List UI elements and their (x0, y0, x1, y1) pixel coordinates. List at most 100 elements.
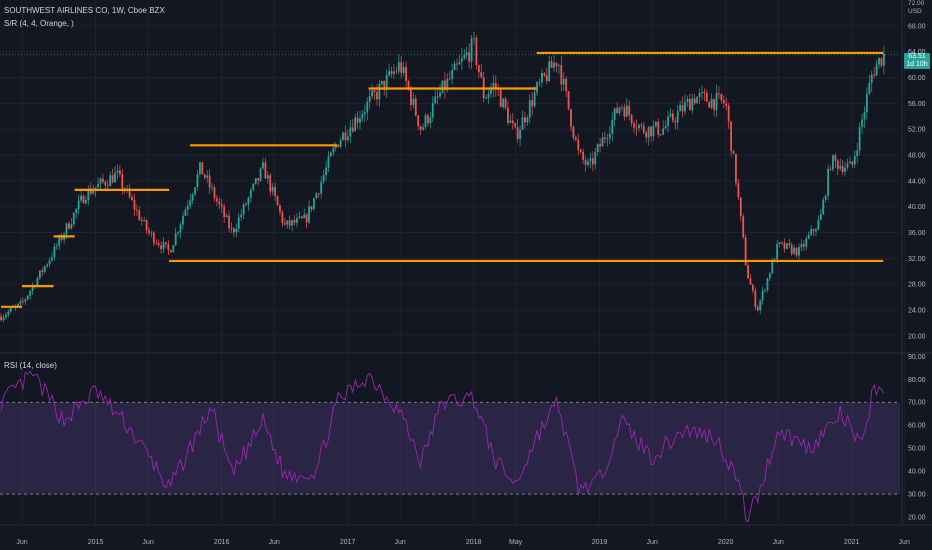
symbol-title: SOUTHWEST AIRLINES CO, 1W, Cboe BZX (4, 6, 165, 15)
candle-body (548, 61, 551, 82)
candle-body (441, 80, 444, 93)
candle-body (31, 285, 34, 291)
candle-body (7, 311, 10, 315)
candle-body (5, 314, 7, 318)
candle-body (865, 93, 868, 113)
candle-body (657, 121, 660, 135)
candle-body (2, 317, 5, 321)
candle-body (417, 115, 420, 127)
candle-body (725, 103, 728, 106)
candle-body (526, 117, 529, 123)
candle-body (232, 228, 235, 233)
candle-body (368, 96, 371, 102)
candle-body (494, 83, 497, 88)
candle-body (218, 201, 221, 205)
candle-body (296, 217, 298, 223)
candle-body (591, 158, 594, 165)
candle-body (705, 92, 708, 102)
rsi-tick-label: 50.00 (908, 446, 926, 453)
candle-body (836, 160, 839, 169)
candle-body (815, 229, 817, 232)
candle-body (257, 178, 260, 181)
candle-body (327, 156, 330, 168)
candle-body (366, 101, 369, 113)
candle-body (827, 168, 829, 196)
candle-body (880, 57, 883, 66)
candle-body (206, 175, 209, 178)
candle-body (550, 61, 553, 68)
x-tick-label: Jun (16, 539, 27, 546)
candle-body (832, 155, 834, 170)
candle-body (274, 186, 277, 197)
candle-body (601, 137, 604, 147)
price-tick-label: 64.00 (908, 49, 926, 56)
candle-body (237, 217, 240, 229)
candle-body (378, 84, 381, 100)
rsi-band-fill (0, 402, 900, 495)
candle-body (727, 105, 730, 122)
price-tick-label: 48.00 (908, 153, 926, 160)
x-tick-label: May (509, 539, 523, 546)
candle-body (443, 80, 446, 91)
candle-body (633, 123, 635, 128)
candle-body (36, 278, 39, 287)
candle-body (531, 100, 534, 107)
candle-body (21, 301, 24, 302)
candle-body (371, 90, 374, 97)
candle-body (713, 99, 716, 110)
x-tick-label: 2018 (466, 539, 482, 546)
candle-body (565, 78, 568, 92)
candle-body (621, 107, 623, 109)
candle-body (422, 127, 424, 130)
candle-body (599, 144, 602, 147)
candle-body (65, 223, 68, 235)
candle-body (521, 117, 524, 130)
rsi-tick-label: 80.00 (908, 377, 926, 384)
candle-body (276, 196, 279, 206)
rsi-label[interactable]: RSI (14, close) (4, 361, 57, 370)
candle-body (604, 137, 606, 139)
x-tick-label: 2021 (844, 539, 860, 546)
candle-body (344, 132, 347, 141)
candle-body (858, 126, 861, 151)
candle-body (182, 215, 184, 225)
candle-body (51, 257, 53, 261)
candle-body (186, 205, 189, 210)
candle-body (572, 126, 575, 138)
candle-body (128, 188, 131, 197)
candle-body (613, 108, 616, 120)
current-price-countdown: 1d 10h (906, 61, 928, 68)
x-tick-label: 2016 (214, 539, 230, 546)
candle-body (38, 270, 41, 279)
candle-body (388, 71, 391, 76)
x-tick-label: Jun (647, 539, 658, 546)
indicator-label[interactable]: S/R (4, 4, Orange, ) (4, 19, 74, 28)
candle-body (133, 199, 136, 210)
candle-body (266, 175, 269, 179)
candle-body (730, 121, 732, 152)
candle-body (778, 242, 781, 245)
candle-body (87, 188, 90, 200)
candle-body (868, 82, 871, 94)
candle-body (703, 91, 706, 93)
candle-body (427, 115, 429, 124)
candle-body (567, 91, 570, 110)
candle-body (654, 121, 657, 127)
candle-body (742, 216, 745, 238)
candle-body (305, 214, 308, 223)
rsi-tick-label: 60.00 (908, 423, 926, 430)
candle-body (810, 229, 813, 235)
candle-body (788, 243, 791, 245)
candle-body (325, 167, 327, 176)
candle-body (419, 126, 422, 130)
candle-body (800, 243, 803, 248)
axis-top-labels: 72.00 USD (908, 0, 924, 16)
candle-body (19, 301, 22, 304)
candle-body (320, 181, 323, 194)
candle-body (131, 196, 133, 200)
candle-body (756, 306, 759, 311)
candle-body (456, 63, 458, 65)
candle-body (822, 199, 825, 214)
